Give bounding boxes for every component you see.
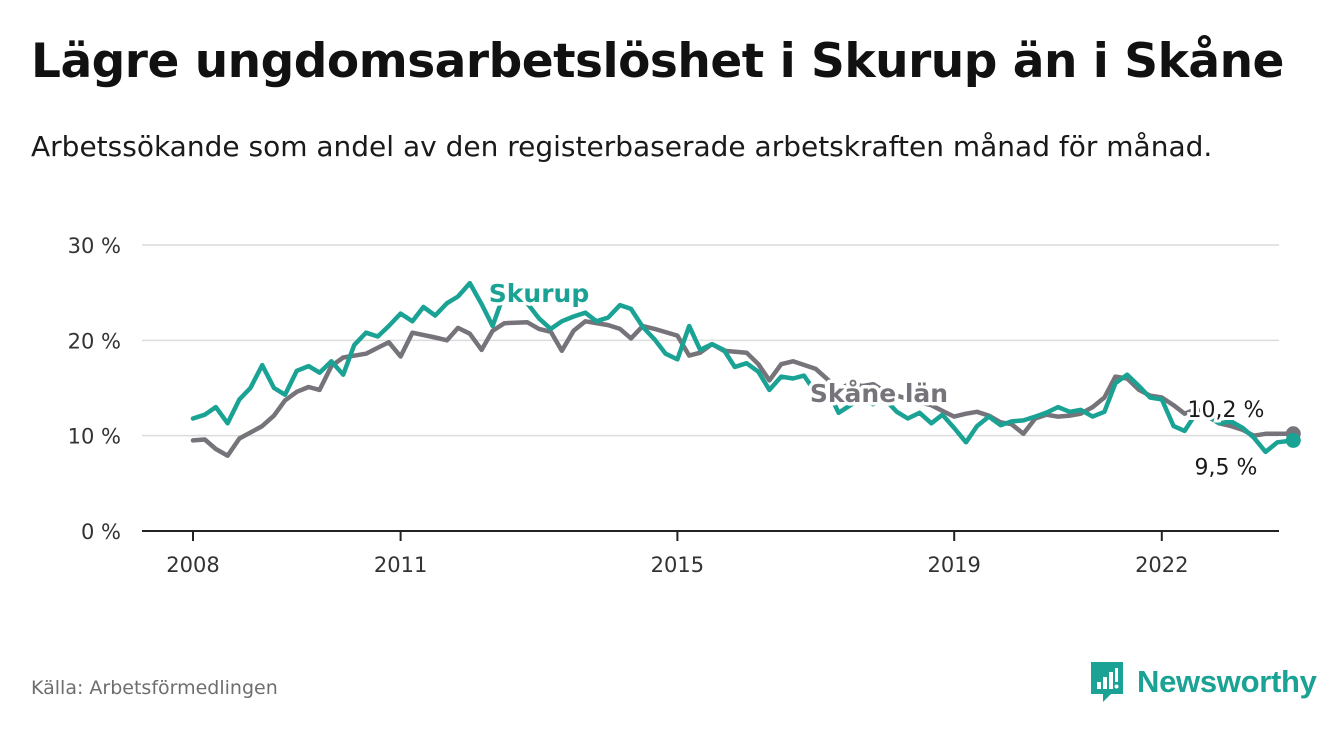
series-end-marker-skurup bbox=[1285, 432, 1301, 448]
x-tick-label: 2015 bbox=[651, 553, 704, 577]
y-tick-label: 10 % bbox=[68, 425, 121, 449]
series-labels: Skurup Skåne län 10,2 % 9,5 % bbox=[485, 276, 1267, 484]
end-label-skane-lan: 10,2 % bbox=[1188, 398, 1265, 423]
x-tick-label: 2011 bbox=[374, 553, 427, 577]
series-line-skurup bbox=[190, 280, 1296, 455]
x-tick-label: 2019 bbox=[927, 553, 980, 577]
y-axis-ticks: 0 % 10 % 20 % 30 % bbox=[68, 234, 121, 544]
y-tick-label: 0 % bbox=[81, 520, 121, 544]
gridlines bbox=[142, 244, 1279, 437]
series-lines bbox=[190, 280, 1296, 458]
end-label-skurup: 9,5 % bbox=[1195, 455, 1258, 480]
brand-logo[interactable]: Newsworthy bbox=[1089, 660, 1317, 704]
brand-name: Newsworthy bbox=[1137, 664, 1317, 699]
series-label-skane-lan: Skåne län bbox=[810, 379, 948, 408]
x-tick-label: 2022 bbox=[1135, 553, 1188, 577]
newsworthy-logo-icon bbox=[1091, 662, 1123, 702]
chart-subtitle: Arbetssökande som andel av den registerb… bbox=[31, 130, 1213, 163]
y-tick-label: 20 % bbox=[68, 329, 121, 353]
x-tick-label: 2008 bbox=[166, 553, 219, 577]
series-label-skurup: Skurup bbox=[489, 279, 589, 308]
chart-title: Lägre ungdomsarbetslöshet i Skurup än i … bbox=[31, 34, 1284, 89]
y-tick-label: 30 % bbox=[68, 234, 121, 258]
x-axis-ticks: 2008 2011 2015 2019 2022 bbox=[166, 531, 1189, 577]
series-end-markers bbox=[1285, 426, 1301, 448]
source-note: Källa: Arbetsförmedlingen bbox=[31, 677, 278, 699]
